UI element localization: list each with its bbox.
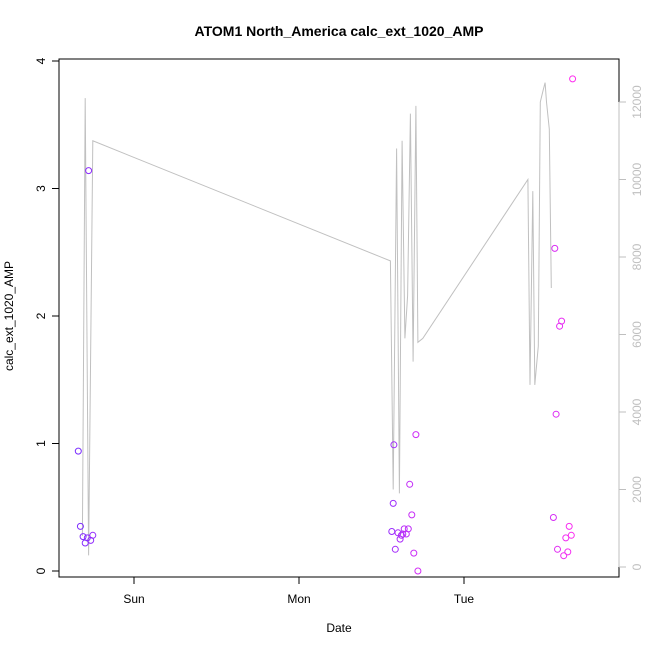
data-point [397, 531, 405, 539]
data-point [399, 530, 407, 538]
y-axis-label: calc_ext_1020_AMP [2, 261, 16, 371]
y-tick-label: 2 [34, 312, 48, 319]
y2-tick-label: 4000 [630, 398, 644, 425]
data-point [408, 511, 416, 519]
data-point [560, 552, 568, 560]
data-point [565, 522, 573, 530]
data-point [76, 522, 84, 530]
y-tick-label: 3 [34, 185, 48, 192]
y2-tick-label: 8000 [630, 243, 644, 270]
right-axis: 0 2000 4000 6000 8000 10000 12000 [618, 85, 644, 570]
x-axis: Sun Mon Tue [123, 576, 475, 606]
x-tick-label: Sun [123, 592, 144, 606]
x-tick-label: Mon [287, 592, 310, 606]
y-tick-label: 4 [34, 57, 48, 64]
data-point [564, 548, 572, 556]
y-tick-label: 0 [34, 567, 48, 574]
plot-frame [58, 58, 620, 578]
y2-tick-label: 6000 [630, 321, 644, 348]
data-point [89, 531, 97, 539]
y2-tick-label: 10000 [630, 162, 644, 196]
data-point [410, 549, 418, 557]
data-point [562, 534, 570, 542]
data-point [390, 441, 398, 449]
chart-title: ATOM1 North_America calc_ext_1020_AMP [195, 23, 484, 39]
y2-tick-label: 2000 [630, 476, 644, 503]
data-point [412, 431, 420, 439]
data-point [567, 531, 575, 539]
data-point [74, 447, 82, 455]
scatter-points [74, 75, 577, 575]
data-point [79, 533, 87, 541]
x-axis-label: Date [326, 621, 352, 635]
data-point [85, 167, 93, 175]
y2-tick-label: 12000 [630, 85, 644, 119]
data-point [552, 410, 560, 418]
series-line [81, 82, 552, 556]
data-point [404, 525, 412, 533]
data-point [406, 480, 414, 488]
data-point [414, 567, 422, 575]
data-point [391, 545, 399, 553]
y2-tick-label: 0 [630, 563, 644, 570]
data-point [569, 75, 577, 83]
data-point [549, 514, 557, 521]
data-point [554, 545, 561, 553]
data-point [389, 499, 397, 507]
data-point [388, 528, 396, 535]
x-tick-label: Tue [454, 592, 475, 606]
data-point [558, 317, 566, 325]
y-tick-label: 1 [34, 440, 48, 447]
right-axis-line-series [81, 82, 552, 556]
left-axis: 0 1 2 3 4 [34, 57, 60, 574]
data-point [551, 244, 559, 252]
